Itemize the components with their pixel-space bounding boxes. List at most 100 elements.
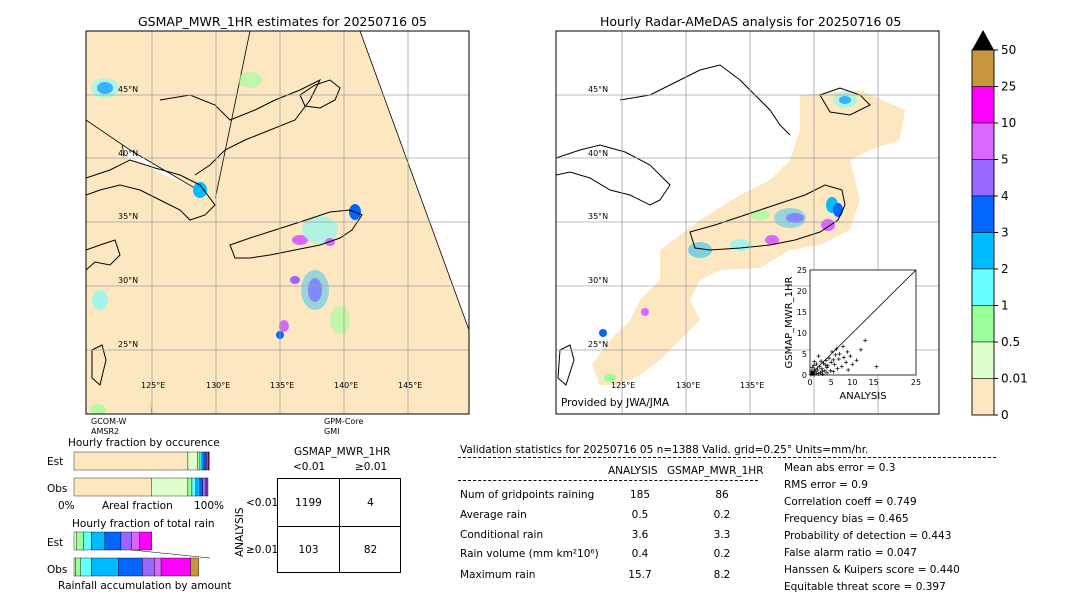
- right-map-title: Hourly Radar-AMeDAS analysis for 2025071…: [600, 14, 902, 29]
- amsr2-label-line2: AMSR2: [91, 427, 120, 436]
- colorbar-segment: [971, 305, 995, 343]
- right-lat-label: 35°N: [588, 212, 609, 221]
- left-precip: [90, 72, 361, 414]
- scatter-ytick: 10: [797, 329, 807, 338]
- scatter-point: [808, 372, 813, 377]
- fraction-segment: [208, 451, 210, 471]
- scatter-point: [814, 362, 819, 367]
- contingency-table: 1199 4 103 82: [277, 478, 401, 573]
- scatter-point: [812, 367, 817, 372]
- scatter-xtick: 15: [869, 378, 879, 387]
- scatter-point: [835, 366, 840, 371]
- scatter-point: [828, 368, 833, 373]
- contingency-row-label-0: <0.01: [246, 497, 279, 509]
- totalrain-xlabel: Rainfall accumulation by amount: [58, 580, 232, 592]
- left-lat-label: 35°N: [118, 212, 139, 221]
- fraction-segment: [142, 557, 155, 577]
- fraction-segment: [206, 477, 209, 497]
- scatter-point: [844, 360, 849, 365]
- colorbar-segment: [971, 159, 995, 197]
- scatter-point: [824, 370, 829, 375]
- colorbar-label: 0: [1001, 408, 1009, 420]
- score-line: Frequency bias = 0.465: [784, 513, 909, 525]
- colorbar-label: 1: [1001, 299, 1009, 313]
- colorbar-segment: [971, 341, 995, 379]
- fraction-segment: [206, 451, 209, 471]
- radar-credit: Provided by JWA/JMA: [561, 397, 670, 409]
- score-line: False alarm ratio = 0.047: [784, 547, 917, 559]
- fraction-segment: [205, 451, 207, 471]
- score-line: Correlation coeff = 0.749: [784, 496, 917, 508]
- fraction-segment: [205, 477, 207, 497]
- validation-col-gsmap: GSMAP_MWR_1HR: [667, 465, 764, 477]
- scatter-ytick: 25: [797, 266, 807, 275]
- fraction-segment: [73, 451, 189, 471]
- left-coastlines: [86, 78, 363, 386]
- stat-row-analysis: 185: [629, 489, 651, 501]
- stat-row-label: Conditional rain: [460, 529, 544, 541]
- left-map-frame: [85, 30, 470, 415]
- scatter-point: [814, 371, 819, 376]
- colorbar-label: 25: [1001, 80, 1016, 94]
- occurrence-title: Hourly fraction by occurence: [68, 437, 220, 449]
- colorbar-segment: [971, 49, 995, 87]
- fraction-segment: [120, 531, 132, 551]
- scatter-point: [837, 352, 842, 356]
- gmi-label-line1: GPM-Core: [324, 417, 364, 426]
- scatter-point: [818, 370, 823, 375]
- scatter-point: [819, 359, 824, 364]
- validation-header: Validation statistics for 20250716 05 n=…: [460, 444, 869, 456]
- totalrain-bars: [73, 531, 211, 577]
- contingency-title: GSMAP_MWR_1HR: [294, 446, 391, 458]
- stat-row-gsmap: 0.2: [713, 548, 731, 560]
- scatter-point: [824, 358, 829, 363]
- scatter-point: [824, 365, 829, 370]
- occurrence-est-label: Est: [47, 456, 64, 468]
- occurrence-xlabel: Areal fraction: [102, 500, 173, 512]
- right-lon-label: 130°E: [676, 381, 701, 390]
- left-lat-label: 25°N: [118, 340, 139, 349]
- scatter-point: [829, 360, 834, 365]
- scatter-point: [810, 365, 815, 370]
- scatter-xtick: 5: [829, 378, 834, 387]
- contingency-col-label-1: ≥0.01: [355, 461, 388, 473]
- score-line: Hanssen & Kuipers score = 0.440: [784, 564, 960, 576]
- scatter-point: [830, 349, 835, 354]
- fraction-segment: [83, 531, 92, 551]
- scatter-point: [809, 369, 814, 374]
- right-lat-label: 45°N: [588, 85, 609, 94]
- fraction-segment: [154, 557, 162, 577]
- scatter-point: [874, 364, 879, 369]
- colorbar-label: 0.5: [1001, 335, 1020, 349]
- scatter-point: [822, 368, 827, 373]
- right-map-frame: [555, 30, 940, 415]
- scatter-ylabel: GSMAP_MWR_1HR: [784, 277, 795, 369]
- totalrain-obs-label: Obs: [47, 564, 68, 576]
- scatter-point: [850, 362, 855, 367]
- scatter-point: [812, 372, 817, 377]
- stat-row-analysis: 0.4: [631, 548, 649, 560]
- colorbar-segment: [971, 268, 995, 306]
- colorbar-segment: [971, 378, 995, 416]
- fraction-segment: [160, 557, 191, 577]
- totalrain-est-label: Est: [47, 537, 64, 549]
- validation-table-divider: [458, 480, 758, 481]
- colorbar-label: 2: [1001, 262, 1009, 276]
- score-line: Mean abs error = 0.3: [784, 462, 896, 474]
- stat-row-gsmap: 8.2: [713, 569, 731, 581]
- left-lon-label: 125°E: [141, 381, 166, 390]
- amsr2-label-line1: GCOM-W: [91, 417, 127, 426]
- stat-row-label: Maximum rain: [460, 569, 536, 581]
- scatter-point: [811, 363, 816, 368]
- fraction-segment: [191, 477, 197, 497]
- right-coastlines: [556, 64, 871, 386]
- stat-row-label: Average rain: [460, 509, 527, 521]
- colorbar: 50 25 10 5 4 3 2 1 0.5 0.01 0: [971, 30, 1028, 420]
- colorbar-label: 0.01: [1001, 372, 1028, 386]
- scatter-point: [810, 370, 815, 375]
- fraction-segment: [151, 477, 189, 497]
- fraction-segment: [187, 451, 198, 471]
- fraction-connector: [131, 549, 211, 559]
- validation-col-analysis: ANALYSIS: [608, 465, 658, 477]
